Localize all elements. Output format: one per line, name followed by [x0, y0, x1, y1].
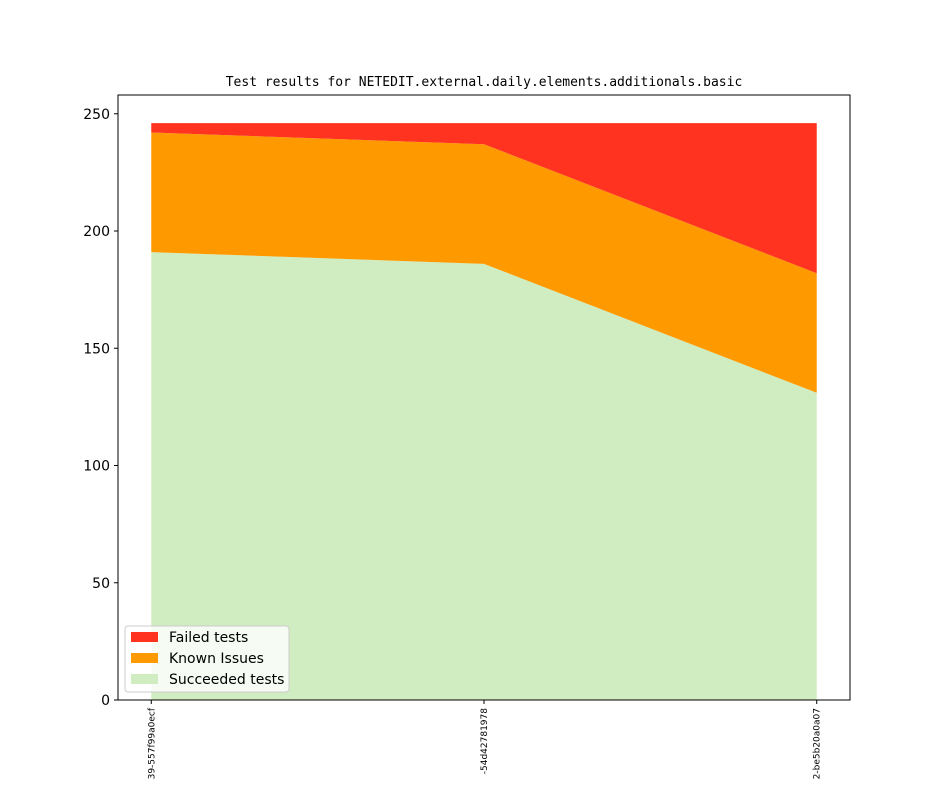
legend-label: Known Issues: [169, 651, 264, 667]
legend-label: Failed tests: [169, 630, 248, 646]
y-tick-label: 50: [92, 576, 110, 592]
area: [151, 252, 817, 700]
legend-swatch: [131, 674, 158, 684]
y-tick-label: 200: [83, 224, 110, 240]
y-tick-label: 0: [101, 693, 110, 709]
y-tick-label: 150: [83, 341, 110, 357]
legend: Failed tests Known Issues Succeeded tests: [124, 625, 290, 693]
chart-title: Test results for NETEDIT.external.daily.…: [226, 75, 743, 90]
plot-area: [151, 123, 817, 700]
x-tick-label: 39-557f99a0ecf: [147, 707, 157, 779]
legend-label: Succeeded tests: [169, 672, 284, 688]
y-tick-label: 250: [83, 107, 110, 123]
y-tick-label: 100: [83, 459, 110, 475]
x-tick-label: -54d42781978: [480, 708, 490, 774]
x-tick-label: 2-be5b20a0a07: [813, 708, 823, 779]
legend-box: [124, 625, 290, 693]
area: [151, 123, 817, 274]
area: [151, 132, 817, 393]
legend-swatch: [131, 632, 158, 642]
legend-swatch: [131, 653, 158, 663]
